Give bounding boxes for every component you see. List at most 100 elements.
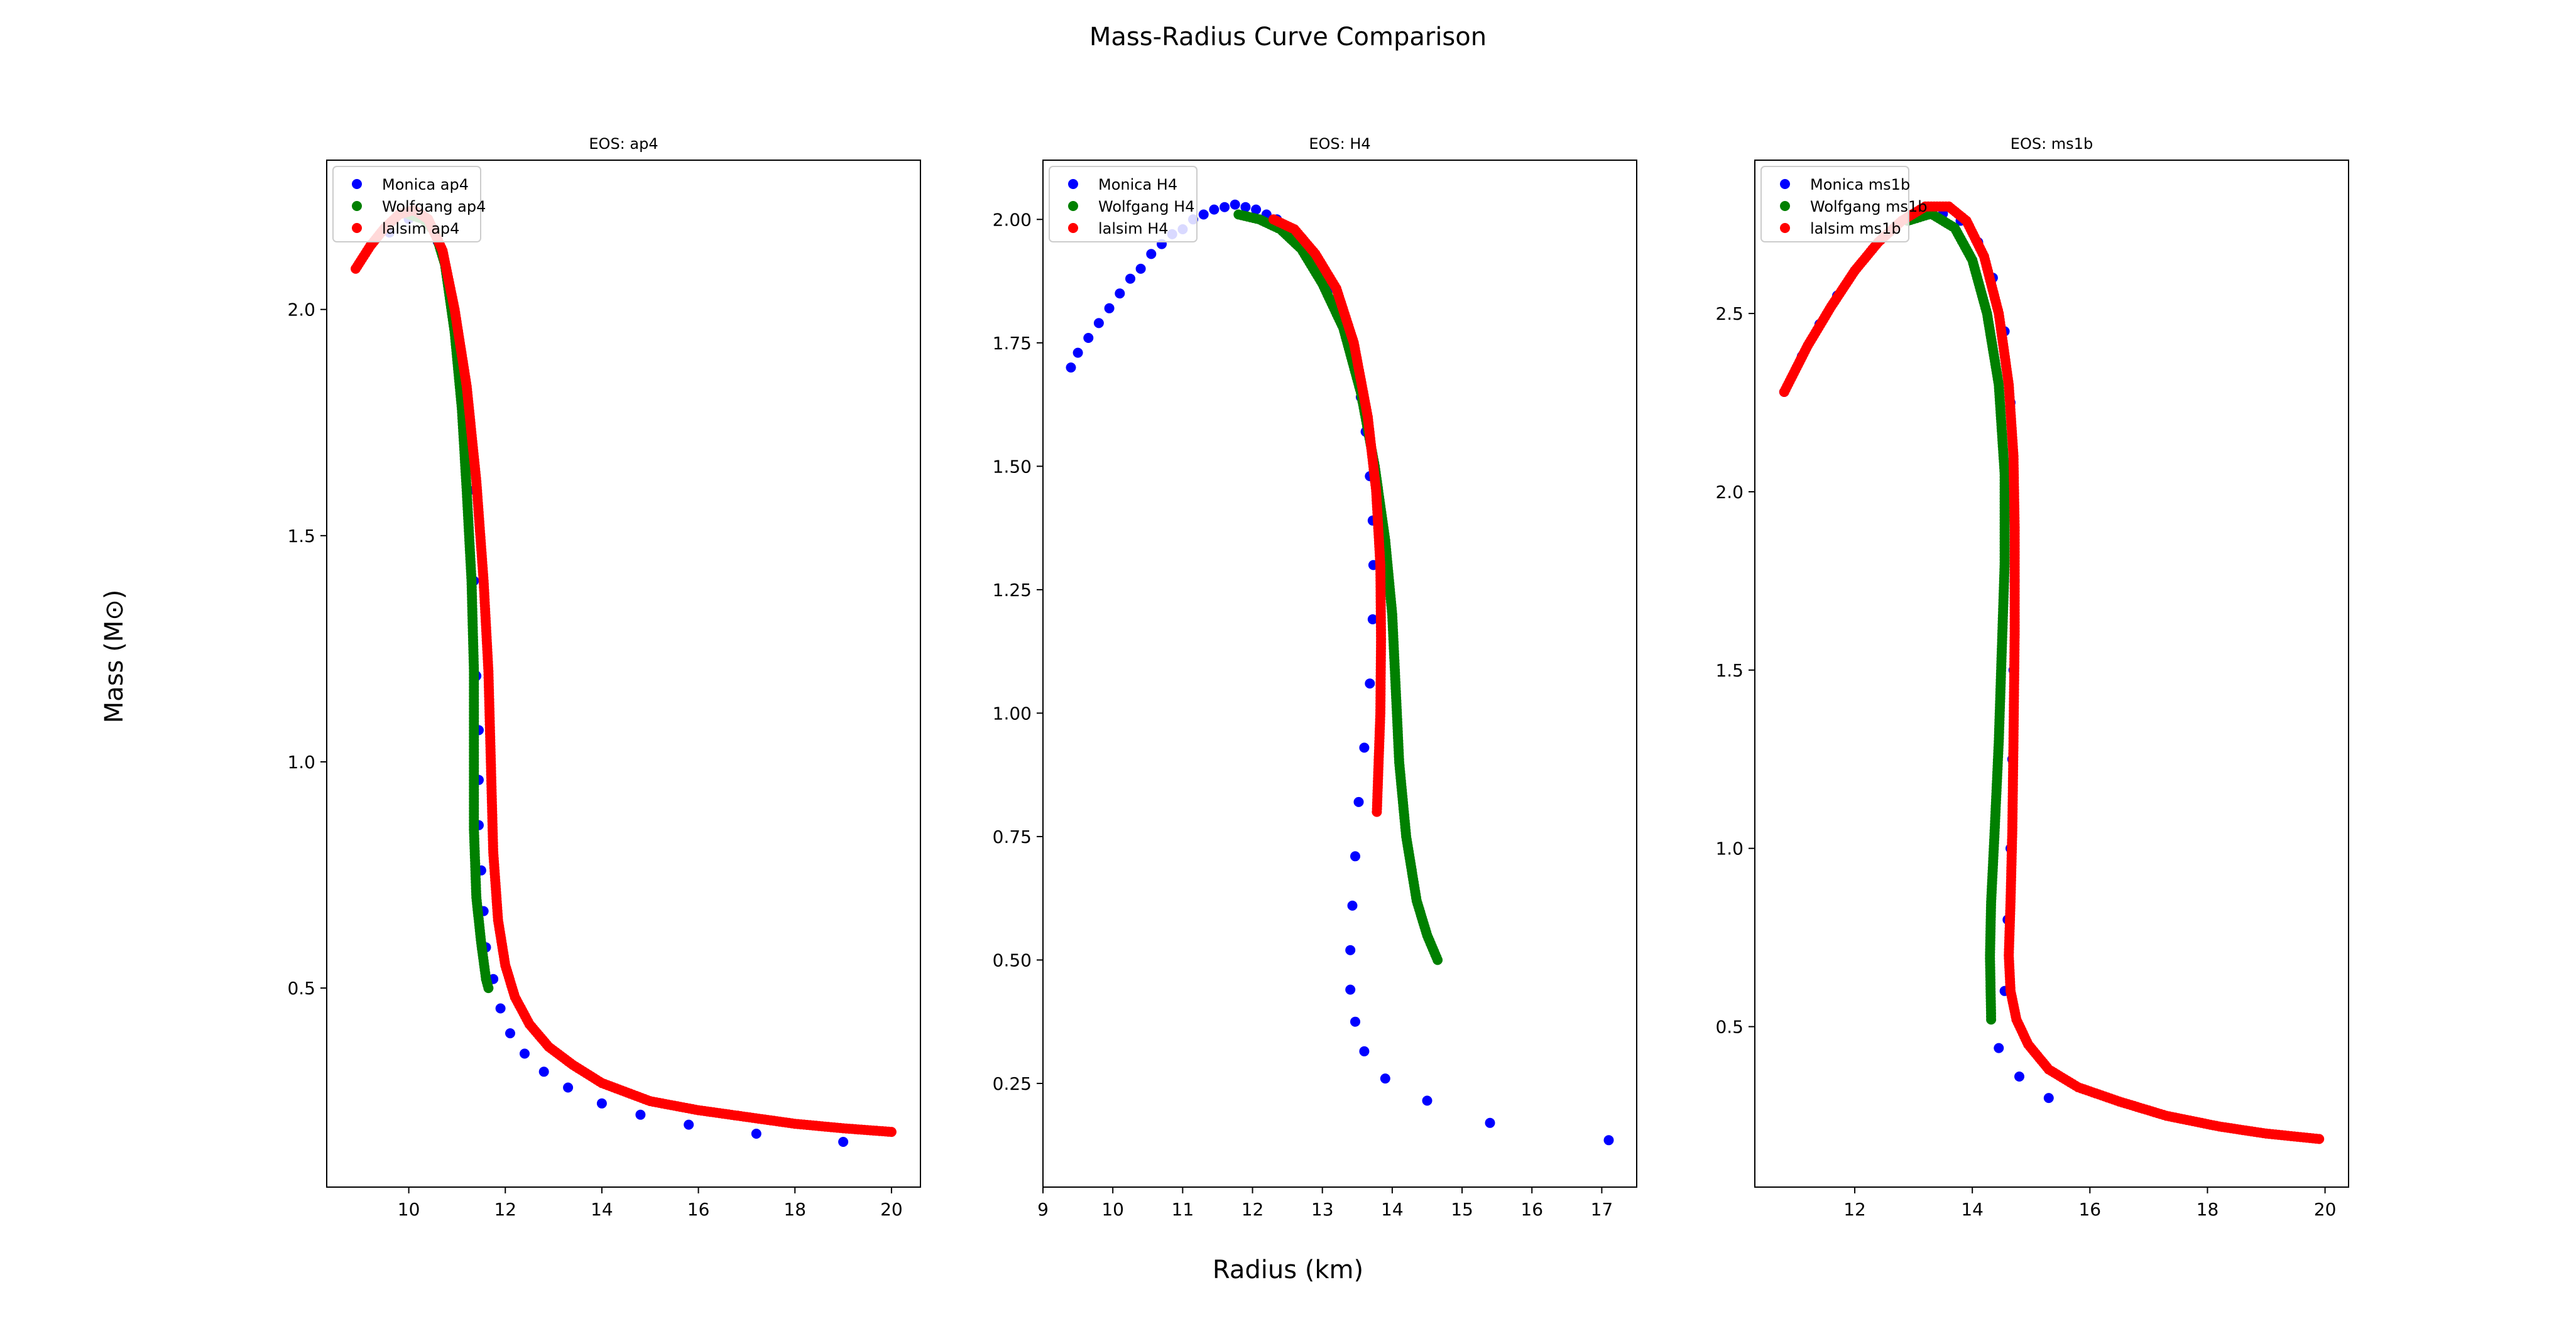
legend-marker <box>1780 223 1790 233</box>
legend-label: lalsim H4 <box>1098 220 1169 237</box>
data-point <box>1125 273 1135 284</box>
x-tick-label: 16 <box>687 1199 710 1220</box>
data-point <box>1485 1117 1495 1128</box>
axes-frame <box>1754 160 2349 1188</box>
data-point <box>2314 1134 2325 1144</box>
y-tick-label: 1.50 <box>993 456 1032 477</box>
y-tick-label: 1.25 <box>993 580 1032 600</box>
y-tick-label: 2.0 <box>287 300 315 320</box>
data-point <box>635 1109 646 1120</box>
legend-label: Monica ms1b <box>1810 176 1910 193</box>
x-tick-label: 9 <box>1037 1199 1049 1220</box>
y-axis-label: Mass (M⊙) <box>100 590 129 724</box>
data-point <box>1367 614 1378 624</box>
panel-title: EOS: ap4 <box>589 135 658 153</box>
panel-title: EOS: H4 <box>1309 135 1370 153</box>
x-tick-label: 20 <box>880 1199 903 1220</box>
series-wolfgang-h4 <box>1233 209 1443 965</box>
y-tick-label: 1.0 <box>1715 839 1744 859</box>
legend-marker <box>352 223 362 233</box>
panel-title: EOS: ms1b <box>2011 135 2093 153</box>
series-wolfgang-ms1b <box>1902 209 2010 1025</box>
data-point <box>495 1003 506 1014</box>
x-tick-label: 16 <box>2078 1199 2101 1220</box>
data-point <box>1093 318 1104 328</box>
series-monica-h4 <box>1066 199 1614 1146</box>
y-tick-label: 0.5 <box>287 978 315 999</box>
legend: Monica ap4 Wolfgang ap4 lalsim ap4 <box>332 166 486 242</box>
panel-2: EOS: H4 9 10 11 12 13 14 15 16 17 0.25 0.50 0.75 1.00… <box>993 135 1637 1220</box>
legend-marker <box>352 179 362 189</box>
data-point <box>1146 249 1157 259</box>
legend-box <box>332 166 481 242</box>
legend-label: Monica H4 <box>1098 176 1177 193</box>
legend-marker <box>1068 223 1078 233</box>
legend-marker <box>352 201 362 211</box>
x-tick-label: 14 <box>1381 1199 1404 1220</box>
y-tick-label: 0.50 <box>993 950 1032 970</box>
legend-box <box>1760 166 1909 242</box>
data-point <box>1350 851 1360 862</box>
x-tick-label: 12 <box>494 1199 516 1220</box>
x-tick-label: 15 <box>1451 1199 1473 1220</box>
data-point <box>1072 347 1083 358</box>
data-point <box>1251 204 1262 215</box>
series-lalsim-h4 <box>1268 214 1387 817</box>
y-tick-label: 0.5 <box>1715 1017 1744 1038</box>
legend-box <box>1049 166 1198 242</box>
data-point <box>1115 288 1125 299</box>
x-tick-label: 12 <box>1242 1199 1264 1220</box>
data-point <box>684 1119 694 1130</box>
data-point <box>1986 1014 1997 1025</box>
data-point <box>1220 202 1230 212</box>
x-tick-label: 14 <box>1961 1199 1984 1220</box>
x-tick-label: 20 <box>2314 1199 2337 1220</box>
data-point <box>1359 1046 1370 1056</box>
y-tick-label: 0.75 <box>993 827 1032 847</box>
series-lalsim-ms1b <box>1779 201 2325 1144</box>
series-lalsim-ap4 <box>351 205 897 1137</box>
x-tick-label: 16 <box>1520 1199 1543 1220</box>
data-point <box>2043 1093 2054 1104</box>
y-tick-label: 2.00 <box>993 209 1032 230</box>
y-tick-label: 1.5 <box>287 526 315 546</box>
x-tick-label: 18 <box>2197 1199 2219 1220</box>
data-point <box>751 1129 761 1139</box>
data-point <box>520 1048 530 1059</box>
y-tick-label: 0.25 <box>993 1073 1032 1094</box>
x-tick-label: 10 <box>398 1199 420 1220</box>
y-tick-label: 2.0 <box>1715 482 1744 502</box>
data-point <box>1083 333 1094 343</box>
panels: EOS: ap4 10 12 14 16 18 20 0.5 1.0 1.5 2.0 Monica a… <box>287 135 2349 1220</box>
legend-marker <box>1068 179 1078 189</box>
data-point <box>1365 678 1375 689</box>
x-tick-label: 11 <box>1172 1199 1194 1220</box>
y-tick-label: 1.00 <box>993 703 1032 724</box>
data-point <box>1135 263 1146 274</box>
data-point <box>1066 362 1076 373</box>
legend: Monica ms1b Wolfgang ms1b lalsim ms1b <box>1760 166 1928 242</box>
legend-label: Wolfgang ms1b <box>1810 198 1928 215</box>
y-tick-label: 1.75 <box>993 333 1032 354</box>
data-point <box>838 1137 849 1147</box>
data-point <box>1230 199 1240 210</box>
panel-1: EOS: ap4 10 12 14 16 18 20 0.5 1.0 1.5 2.0 Monica a… <box>287 135 921 1220</box>
data-point <box>1198 209 1209 220</box>
data-point <box>1422 1095 1433 1106</box>
data-point <box>886 1127 897 1137</box>
legend-label: lalsim ap4 <box>382 220 459 237</box>
x-tick-label: 18 <box>783 1199 806 1220</box>
axes-frame <box>1042 160 1637 1188</box>
legend-label: Wolfgang ap4 <box>382 198 486 215</box>
data-point <box>2014 1072 2024 1082</box>
data-point <box>1359 742 1370 753</box>
data-point <box>1347 900 1358 911</box>
x-tick-label: 10 <box>1101 1199 1124 1220</box>
legend-marker <box>1068 201 1078 211</box>
data-point <box>1345 984 1356 995</box>
x-tick-label: 12 <box>1843 1199 1866 1220</box>
y-tick-label: 1.5 <box>1715 660 1744 681</box>
data-point <box>1353 796 1364 807</box>
legend-label: lalsim ms1b <box>1810 220 1901 237</box>
